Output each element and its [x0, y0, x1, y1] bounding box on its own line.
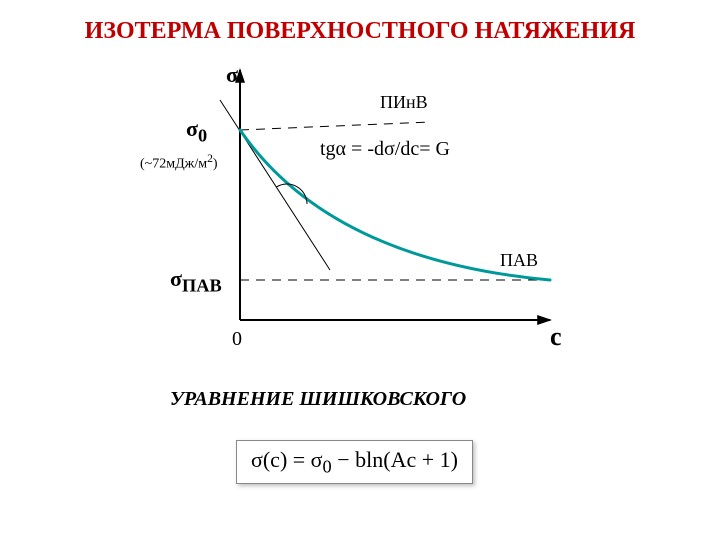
label-sigma0-note: (~72мДж/м2) [140, 152, 218, 173]
chart-svg [190, 60, 560, 340]
page-title: ИЗОТЕРМА ПОВЕРХНОСТНОГО НАТЯЖЕНИЯ [0, 18, 720, 45]
label-sigma-pav: σПАВ [170, 266, 222, 296]
label-tg: tgα = -dσ/dc= G [320, 138, 450, 161]
label-pinv: ПИнВ [380, 92, 428, 113]
axis-label-sigma: σ [226, 62, 238, 88]
equation-box: σ(c) = σ0 − bln(Ac + 1) [236, 440, 473, 484]
label-pav: ПАВ [500, 250, 538, 271]
subtitle: УРАВНЕНИЕ ШИШКОВСКОГО [170, 388, 466, 411]
label-sigma0: σ0 [186, 116, 207, 146]
chart-container: σ ПИнВ σ0 (~72мДж/м2) tgα = -dσ/dc= G ПА… [190, 60, 560, 340]
axis-label-c: с [550, 322, 562, 352]
label-zero: 0 [232, 328, 242, 351]
